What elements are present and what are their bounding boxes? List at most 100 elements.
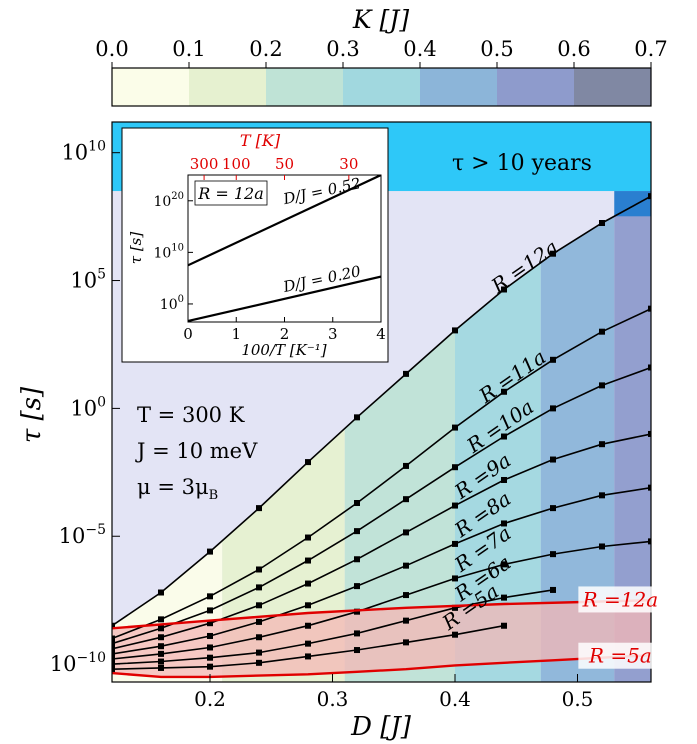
colorbar-swatch xyxy=(420,68,498,106)
series-line xyxy=(112,486,651,655)
y-axis: 10−10 10−5 100 105 1010 xyxy=(50,139,120,676)
x-tick-label: 0.4 xyxy=(439,687,471,711)
series-marker xyxy=(354,500,360,507)
inset-x-axis-label: 100/T [K⁻¹] xyxy=(241,341,326,359)
series-marker xyxy=(452,631,458,638)
colorbar-swatches xyxy=(112,68,652,106)
series-marker xyxy=(599,492,605,499)
colorbar-tick-label: 0.4 xyxy=(403,37,436,61)
inset-top-axis-label: T [K] xyxy=(240,131,281,150)
moment-annotation-sub: B xyxy=(209,488,219,503)
inset-top-tick-label: 30 xyxy=(339,155,358,173)
series-marker xyxy=(354,556,360,563)
inset-background xyxy=(121,127,389,363)
inset-y-axis: 100 1010 1020 xyxy=(153,191,193,313)
colorbar-tick-label: 0.0 xyxy=(95,37,128,61)
series-marker xyxy=(112,640,115,647)
series-marker xyxy=(158,650,164,657)
series-marker xyxy=(501,520,507,527)
series-marker xyxy=(452,604,458,611)
series-marker xyxy=(112,645,115,652)
series-marker xyxy=(158,634,164,641)
series-marker xyxy=(256,634,262,641)
series-marker xyxy=(354,630,360,637)
series-marker xyxy=(354,608,360,615)
moment-annotation-main: μ = 3μ xyxy=(137,475,209,499)
series-marker xyxy=(256,566,262,573)
series-marker xyxy=(112,635,115,642)
series-marker xyxy=(599,328,605,335)
y-tick-label: 1010 xyxy=(61,139,106,165)
inset-x-tick-label: 3 xyxy=(328,325,338,343)
colorbar-tick-label: 0.7 xyxy=(634,37,667,61)
red-series-labels: R =12a R =5a xyxy=(578,586,663,669)
series-marker xyxy=(403,529,409,536)
colorbar-tick-label: 0.2 xyxy=(249,37,282,61)
series-marker xyxy=(207,654,213,661)
series-marker xyxy=(452,575,458,582)
inset-x-tick-label: 4 xyxy=(376,325,386,343)
series-marker xyxy=(403,639,409,646)
series-marker xyxy=(305,459,311,466)
series-marker xyxy=(550,505,556,512)
colorbar-tick-label: 0.3 xyxy=(326,37,359,61)
threshold-label: τ > 10 years xyxy=(452,151,592,176)
series-marker xyxy=(354,414,360,421)
series-marker xyxy=(501,433,507,440)
anisotropy-band xyxy=(540,216,615,682)
series-marker xyxy=(256,618,262,625)
series-marker xyxy=(452,327,458,334)
series-marker xyxy=(207,593,213,600)
series-marker xyxy=(207,620,213,627)
inset-badge-box xyxy=(194,180,268,206)
colorbar-swatch xyxy=(112,68,190,106)
series-marker xyxy=(550,551,556,558)
red-series-label: R =12a xyxy=(582,587,659,611)
colorbar-ticks: 0.0 0.1 0.2 0.3 0.4 0.5 0.6 0.7 xyxy=(95,37,668,68)
series-marker xyxy=(550,405,556,412)
series-marker xyxy=(550,456,556,463)
series-marker xyxy=(305,602,311,609)
colorbar-swatch xyxy=(266,68,344,106)
series-marker xyxy=(158,625,164,632)
series-marker xyxy=(158,616,164,623)
temperature-annotation: T = 300 K xyxy=(137,403,245,427)
series-marker xyxy=(403,370,409,377)
series-marker xyxy=(599,220,605,227)
series-marker xyxy=(403,617,409,624)
anisotropy-band xyxy=(455,262,541,682)
series-marker xyxy=(648,538,651,545)
series-marker xyxy=(112,666,115,673)
colorbar-tick-label: 0.1 xyxy=(172,37,205,61)
series-marker xyxy=(403,592,409,599)
x-tick-label: 0.5 xyxy=(562,687,594,711)
inset-y-axis-label: τ [s] xyxy=(127,232,145,265)
inset-y-tick-label: 100 xyxy=(160,294,184,313)
series-marker xyxy=(256,602,262,609)
series-marker xyxy=(501,388,507,395)
y-tick-label: 10−10 xyxy=(50,650,106,676)
series-marker xyxy=(354,583,360,590)
y-tick-label: 100 xyxy=(70,394,106,420)
inset-top-axis: 300 100 50 30 xyxy=(190,155,358,180)
series-marker xyxy=(501,286,507,293)
x-axis-label: D [J] xyxy=(350,712,412,742)
series-marker xyxy=(207,644,213,651)
red-series-label-box xyxy=(578,642,663,669)
series-marker xyxy=(207,548,213,555)
inset-top-tick-label: 50 xyxy=(275,155,294,173)
red-series-line xyxy=(112,654,651,679)
inset-line xyxy=(188,275,381,322)
series-marker xyxy=(112,650,115,657)
series-marker xyxy=(207,607,213,614)
series-marker xyxy=(354,528,360,535)
series-marker xyxy=(452,464,458,471)
colorbar-swatch xyxy=(343,68,421,106)
x-tick-label: 0.3 xyxy=(317,687,349,711)
inset-top-tick-label: 100 xyxy=(222,155,251,173)
series-lines xyxy=(112,193,651,673)
series-marker xyxy=(599,441,605,448)
series-marker xyxy=(648,484,651,491)
